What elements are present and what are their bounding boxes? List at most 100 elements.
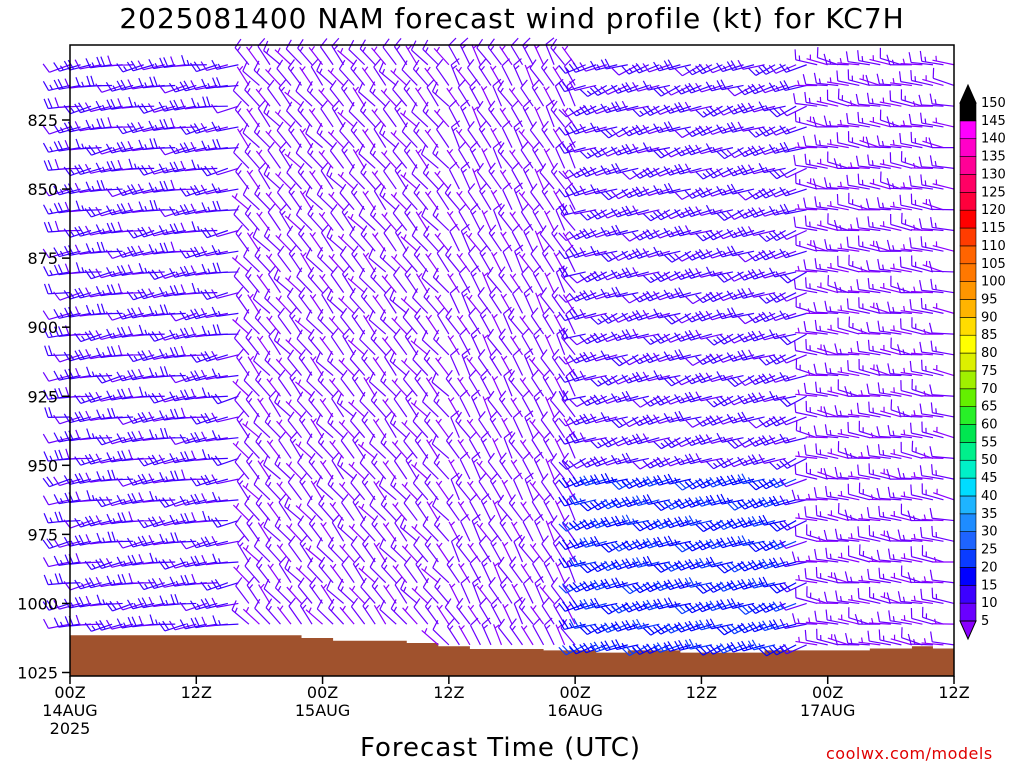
wind-barb bbox=[258, 583, 271, 604]
wind-barb bbox=[558, 143, 586, 154]
wind-barb bbox=[401, 482, 418, 501]
wind-barb bbox=[158, 101, 186, 112]
wind-barb bbox=[421, 392, 439, 418]
wind-barb bbox=[921, 545, 944, 563]
wind-barb bbox=[273, 330, 292, 356]
wind-barb bbox=[558, 644, 586, 656]
wind-barb bbox=[471, 44, 481, 65]
wind-barb bbox=[84, 206, 113, 218]
wind-barb bbox=[410, 338, 429, 356]
wind-barb bbox=[242, 483, 260, 501]
wind-barb bbox=[558, 105, 586, 118]
wind-barb bbox=[330, 328, 345, 356]
wind-barb bbox=[621, 514, 649, 526]
wind-barb bbox=[148, 226, 176, 237]
wind-barb bbox=[518, 129, 534, 149]
wind-barb bbox=[63, 475, 92, 486]
wind-barb bbox=[327, 474, 345, 501]
wind-barb bbox=[373, 480, 387, 501]
wind-barb bbox=[726, 290, 755, 301]
x-tick-label: 17AUG bbox=[800, 701, 855, 720]
colorbar-segment bbox=[959, 334, 977, 354]
wind-barb bbox=[543, 555, 555, 583]
wind-barb bbox=[179, 434, 207, 444]
colorbar-segment bbox=[959, 549, 977, 568]
colorbar-segment bbox=[959, 459, 977, 479]
wind-barb bbox=[492, 140, 503, 169]
wind-barb bbox=[600, 188, 629, 201]
wind-barb bbox=[400, 172, 418, 190]
y-axis: 825 850 875 900 925 950 975 1000 1025 bbox=[17, 111, 70, 683]
wind-barb bbox=[389, 351, 408, 376]
wind-barb bbox=[277, 245, 292, 273]
wind-barb bbox=[309, 169, 324, 190]
wind-barb bbox=[412, 412, 429, 439]
wind-barb bbox=[211, 368, 239, 379]
site-watermark: coolwx.com/models bbox=[826, 744, 993, 763]
wind-barb bbox=[589, 517, 618, 529]
wind-barb bbox=[42, 538, 71, 550]
wind-barb bbox=[42, 125, 71, 135]
wind-barb bbox=[410, 400, 429, 418]
colorbar-segment bbox=[959, 317, 977, 336]
wind-barb bbox=[369, 81, 387, 107]
wind-barb bbox=[600, 394, 628, 404]
wind-barb bbox=[263, 40, 281, 66]
wind-barb bbox=[513, 58, 524, 86]
wind-barb bbox=[509, 211, 524, 231]
wind-barb bbox=[448, 521, 460, 542]
wind-barb bbox=[890, 275, 913, 294]
wind-barb bbox=[524, 472, 534, 501]
wind-barb bbox=[543, 210, 555, 231]
wind-barb bbox=[553, 314, 566, 335]
wind-barb bbox=[190, 555, 218, 567]
wind-barb bbox=[253, 122, 271, 149]
wind-barb bbox=[404, 328, 418, 356]
wind-barb bbox=[84, 622, 113, 632]
wind-barb bbox=[200, 581, 229, 591]
wind-barb bbox=[362, 128, 376, 148]
wind-barb bbox=[541, 245, 555, 273]
wind-barb bbox=[467, 480, 481, 501]
wind-barb bbox=[348, 163, 366, 190]
wind-barb bbox=[246, 231, 260, 252]
wind-barb bbox=[267, 501, 281, 521]
wind-barb bbox=[552, 410, 566, 439]
wind-barb bbox=[246, 169, 260, 190]
wind-barb bbox=[233, 564, 250, 584]
wind-barb bbox=[373, 120, 387, 148]
wind-barb bbox=[579, 123, 607, 134]
wind-barb bbox=[84, 145, 113, 156]
wind-barb bbox=[348, 461, 366, 480]
wind-barb bbox=[211, 517, 239, 528]
wind-barb bbox=[877, 444, 902, 459]
wind-barb bbox=[540, 473, 555, 501]
wind-barb bbox=[320, 162, 334, 190]
wind-barb bbox=[116, 309, 144, 320]
wind-barb bbox=[352, 555, 366, 584]
wind-barb bbox=[309, 232, 324, 252]
wind-barb bbox=[491, 376, 503, 397]
wind-barb bbox=[378, 61, 397, 86]
wind-barb bbox=[415, 148, 429, 169]
wind-barb bbox=[295, 81, 313, 107]
wind-barb bbox=[232, 502, 250, 521]
wind-barb bbox=[84, 163, 113, 174]
wind-barb bbox=[116, 433, 144, 444]
wind-barb bbox=[379, 309, 397, 335]
colorbar-segment bbox=[959, 370, 977, 390]
wind-barb bbox=[319, 397, 334, 418]
colorbar-label: 20 bbox=[981, 560, 998, 575]
wind-barb bbox=[362, 252, 376, 273]
wind-barb bbox=[105, 496, 134, 507]
wind-barb bbox=[341, 141, 355, 169]
wind-barb bbox=[579, 413, 607, 425]
wind-barb bbox=[74, 225, 102, 237]
wind-barb bbox=[326, 288, 345, 314]
wind-barb bbox=[497, 618, 513, 646]
wind-barb bbox=[169, 206, 197, 217]
wind-barb bbox=[814, 319, 839, 335]
wind-barb bbox=[299, 535, 313, 563]
colorbar-segment bbox=[959, 174, 977, 193]
wind-barb bbox=[458, 141, 471, 169]
